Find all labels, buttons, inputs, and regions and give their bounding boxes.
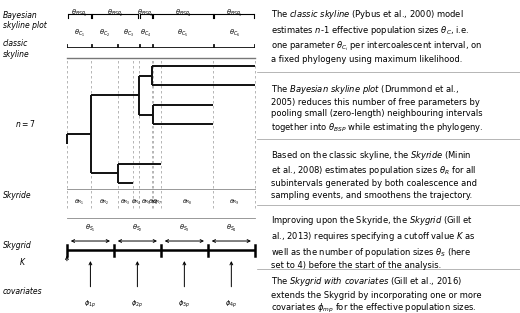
Text: $\theta_{R_1}$: $\theta_{R_1}$ — [74, 197, 84, 207]
Text: $\theta_{BSP_4}$: $\theta_{BSP_4}$ — [175, 8, 191, 19]
Text: Skyride: Skyride — [3, 191, 31, 200]
Text: $\theta_{R_8}$: $\theta_{R_8}$ — [182, 197, 192, 207]
Text: $\phi_{2p}$: $\phi_{2p}$ — [132, 299, 144, 310]
Text: $\theta_{S_1}$: $\theta_{S_1}$ — [85, 223, 96, 234]
Text: $\theta_{R_4}$: $\theta_{R_4}$ — [131, 197, 141, 207]
Text: $\theta_{C_1}$: $\theta_{C_1}$ — [74, 28, 85, 39]
Text: $\theta_{C_5}$: $\theta_{C_5}$ — [177, 28, 189, 39]
Text: The $\mathbf{\it{Bayesian\ skyline\ plot}}$ (Drummond et al.,
2005) reduces this: The $\mathbf{\it{Bayesian\ skyline\ plot… — [270, 83, 483, 134]
Text: $\phi_{4p}$: $\phi_{4p}$ — [225, 299, 237, 310]
Text: $\theta_{S_3}$: $\theta_{S_3}$ — [179, 223, 190, 234]
Text: $\theta_{BSP_3}$: $\theta_{BSP_3}$ — [137, 8, 154, 19]
Text: The $\mathbf{\it{Skygrid\ with\ covariates}}$ (Gill et al., 2016)
extends the Sk: The $\mathbf{\it{Skygrid\ with\ covariat… — [270, 275, 481, 313]
Text: $\theta_{C_3}$: $\theta_{C_3}$ — [123, 28, 134, 39]
Text: $\theta_{S_2}$: $\theta_{S_2}$ — [132, 223, 143, 234]
Text: $\theta_{C_6}$: $\theta_{C_6}$ — [229, 28, 240, 39]
Text: $\theta_{S_4}$: $\theta_{S_4}$ — [226, 223, 237, 234]
Text: Improving upon the Skyride, the $\mathbf{\it{Skygrid}}$ (Gill et
al., 2013) requ: Improving upon the Skyride, the $\mathbf… — [270, 214, 475, 270]
Text: $\theta_{BSP_2}$: $\theta_{BSP_2}$ — [107, 8, 124, 19]
Text: $\theta_{R_5}$: $\theta_{R_5}$ — [140, 197, 151, 207]
Text: The $\mathbf{\it{classic\ skyline}}$ (Pybus et al., 2000) model
estimates $n$-1 : The $\mathbf{\it{classic\ skyline}}$ (Py… — [270, 8, 482, 64]
Text: $\theta_{R_3}$: $\theta_{R_3}$ — [120, 197, 131, 207]
Text: $\theta_{BSP_5}$: $\theta_{BSP_5}$ — [226, 8, 242, 19]
Text: $\theta_{R_9}$: $\theta_{R_9}$ — [229, 197, 240, 207]
Text: Skygrid: Skygrid — [3, 241, 31, 250]
Text: $\phi_{1p}$: $\phi_{1p}$ — [84, 299, 96, 310]
Text: $\theta_{R_7}$: $\theta_{R_7}$ — [152, 197, 162, 207]
Text: Bayesian
skyline plot: Bayesian skyline plot — [3, 11, 46, 30]
Text: classic
skyline: classic skyline — [3, 39, 29, 59]
Text: $\theta_{R_6}$: $\theta_{R_6}$ — [148, 197, 158, 207]
Text: $\theta_{R_2}$: $\theta_{R_2}$ — [99, 197, 110, 207]
Text: $n = 7$: $n = 7$ — [16, 118, 36, 129]
Text: $\theta_{C_4}$: $\theta_{C_4}$ — [140, 28, 151, 39]
Text: $\theta_{C_2}$: $\theta_{C_2}$ — [99, 28, 110, 39]
Text: $K$: $K$ — [19, 256, 27, 268]
Text: covariates: covariates — [3, 287, 42, 295]
Text: $\theta_{BSP_1}$: $\theta_{BSP_1}$ — [71, 8, 87, 19]
Text: Based on the classic skyline, the $\mathbf{\it{Skyride}}$ (Minin
et al., 2008) e: Based on the classic skyline, the $\math… — [270, 149, 476, 200]
Text: $\phi_{3p}$: $\phi_{3p}$ — [178, 299, 190, 310]
